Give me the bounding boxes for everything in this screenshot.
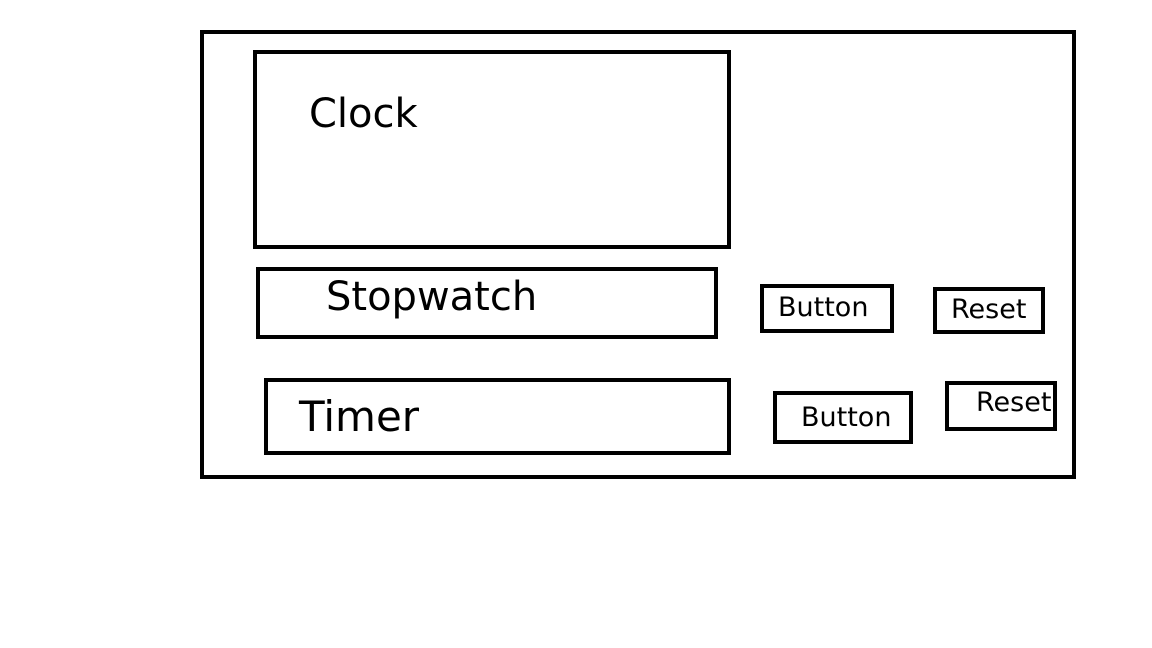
clock-panel: Clock bbox=[253, 50, 731, 249]
timer-label: Timer bbox=[299, 392, 420, 441]
stopwatch-label: Stopwatch bbox=[326, 274, 538, 320]
timer-reset-label: Reset bbox=[976, 387, 1052, 418]
timer-button-label: Button bbox=[801, 402, 892, 433]
timer-button[interactable]: Button bbox=[773, 391, 913, 444]
stopwatch-button-label: Button bbox=[778, 292, 869, 323]
stopwatch-button[interactable]: Button bbox=[760, 284, 894, 333]
timer-panel: Timer bbox=[264, 378, 731, 455]
stopwatch-panel: Stopwatch bbox=[256, 267, 718, 339]
stopwatch-reset-button[interactable]: Reset bbox=[933, 287, 1045, 334]
timer-reset-button[interactable]: Reset bbox=[945, 381, 1057, 431]
clock-label: Clock bbox=[309, 91, 418, 137]
stopwatch-reset-label: Reset bbox=[951, 294, 1027, 325]
